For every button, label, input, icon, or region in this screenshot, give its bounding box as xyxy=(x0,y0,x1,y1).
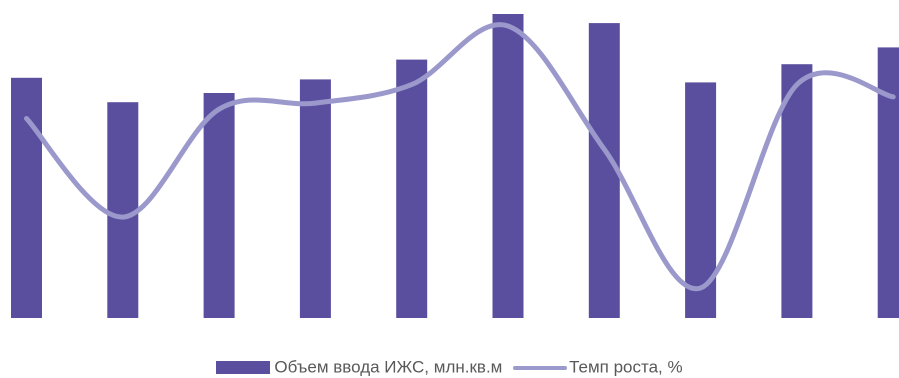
bar-2 xyxy=(107,102,139,318)
legend-item-growth: Темп роста, % xyxy=(513,357,683,378)
legend-bar-swatch xyxy=(216,361,271,375)
legend: Объем ввода ИЖС, млн.кв.м Темп роста, % xyxy=(0,357,899,378)
legend-label-volume: Объем ввода ИЖС, млн.кв.м xyxy=(274,357,503,377)
legend-line-swatch xyxy=(513,365,568,370)
bar-5 xyxy=(396,59,428,318)
bar-10 xyxy=(877,47,899,319)
bar-9 xyxy=(781,64,813,318)
growth-rate-line xyxy=(24,22,896,292)
legend-item-volume: Объем ввода ИЖС, млн.кв.м xyxy=(216,357,502,378)
bar-6 xyxy=(492,14,524,318)
bar-series xyxy=(11,14,899,319)
bar-3 xyxy=(203,93,235,318)
bar-1 xyxy=(11,77,42,318)
bar-4 xyxy=(299,79,331,319)
legend-label-growth: Темп роста, % xyxy=(569,357,683,377)
